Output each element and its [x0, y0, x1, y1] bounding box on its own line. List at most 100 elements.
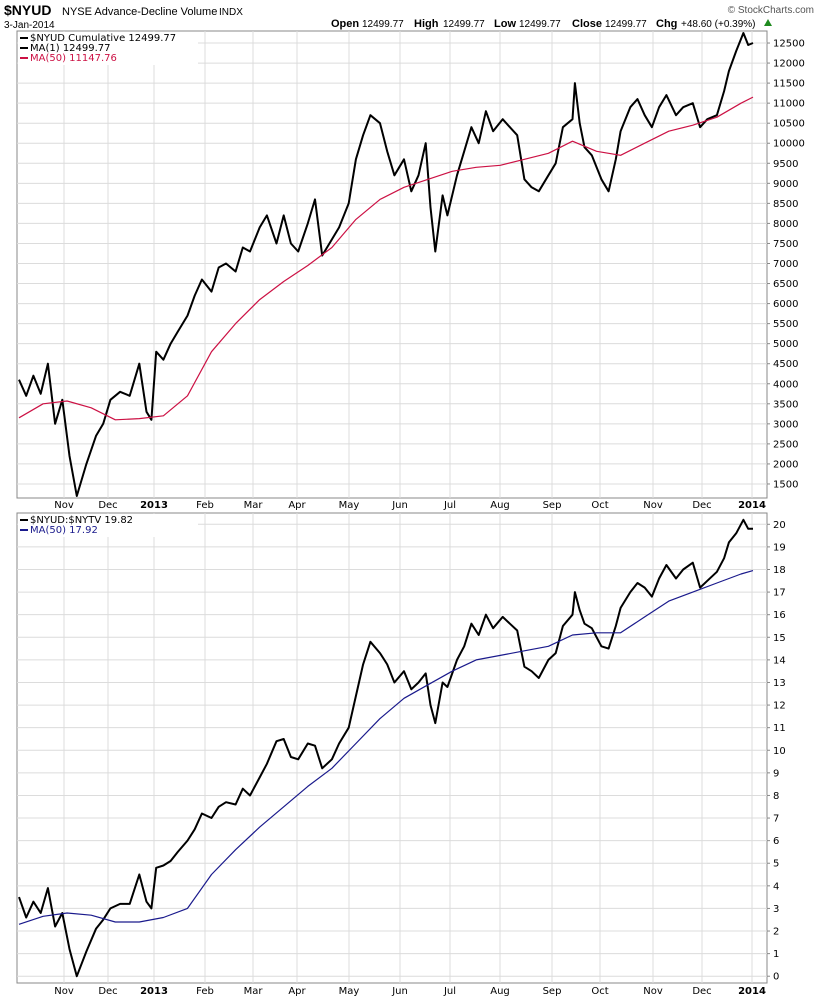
y-tick-label: 5	[773, 859, 779, 870]
y-tick-label: 4500	[773, 359, 798, 370]
bottom-panel-frame	[16, 512, 768, 984]
y-tick-label: 3500	[773, 399, 798, 410]
y-tick-label: 2000	[773, 459, 798, 470]
price-line	[18, 32, 754, 497]
x-tick-label: 2013	[140, 986, 168, 997]
chg-label: Chg	[656, 18, 677, 30]
y-tick-label: 1	[773, 949, 779, 960]
y-tick-label: 12500	[773, 39, 805, 50]
y-tick-label: 18	[773, 565, 786, 576]
y-tick-label: 2	[773, 927, 779, 938]
low-value: 12499.77	[519, 19, 561, 30]
y-tick-label: 5000	[773, 339, 798, 350]
top-panel-frame	[16, 30, 768, 499]
y-tick-label: 6	[773, 836, 779, 847]
y-tick-label: 9000	[773, 179, 798, 190]
y-tick-label: 3000	[773, 419, 798, 430]
legend-label: MA(1) 12499.77	[30, 43, 111, 54]
x-tick-label: Jul	[443, 500, 456, 511]
x-tick-label: Dec	[692, 986, 711, 997]
y-tick-label: 5500	[773, 319, 798, 330]
y-tick-label: 9	[773, 768, 779, 779]
x-tick-label: Dec	[98, 500, 117, 511]
x-tick-label: Jul	[443, 986, 456, 997]
y-tick-label: 6500	[773, 279, 798, 290]
y-tick-label: 11000	[773, 99, 805, 110]
y-tick-label: 11	[773, 723, 786, 734]
x-tick-label: May	[339, 986, 360, 997]
legend-background	[18, 32, 198, 65]
y-tick-label: 7	[773, 814, 779, 825]
moving-average-line	[18, 96, 754, 421]
x-tick-label: Jun	[391, 500, 408, 511]
high-value: 12499.77	[443, 19, 485, 30]
y-tick-label: 10	[773, 746, 786, 757]
legend-label: MA(50) 17.92	[30, 525, 98, 536]
x-tick-label: Dec	[98, 986, 117, 997]
x-tick-label: 2013	[140, 500, 168, 511]
x-tick-label: Sep	[543, 986, 562, 997]
top-x-axis: Nov Dec 2013 Feb Mar Apr May Jun Jul Aug Sep Oct Nov…	[54, 500, 766, 511]
legend-label: $NYUD:$NYTV 19.82	[30, 515, 133, 526]
y-tick-label: 16	[773, 610, 786, 621]
x-tick-label: Mar	[244, 500, 264, 511]
legend-label: $NYUD Cumulative 12499.77	[30, 33, 176, 44]
y-tick-label: 4000	[773, 379, 798, 390]
x-tick-label: Mar	[244, 986, 264, 997]
exchange-label: INDX	[219, 7, 243, 18]
y-tick-label: 1500	[773, 479, 798, 490]
x-tick-label: Nov	[643, 986, 663, 997]
y-tick-label: 6000	[773, 299, 798, 310]
y-tick-label: 17	[773, 588, 786, 599]
x-tick-label: Sep	[543, 500, 562, 511]
y-tick-label: 0	[773, 972, 779, 983]
y-tick-label: 2500	[773, 439, 798, 450]
y-tick-label: 15	[773, 633, 786, 644]
top-y-axis: 1500 2000 2500 3000 3500 4000 4500 5000 5500 6000…	[767, 39, 805, 490]
x-tick-label: Nov	[643, 500, 663, 511]
y-tick-label: 8500	[773, 199, 798, 210]
y-tick-label: 20	[773, 520, 786, 531]
close-value: 12499.77	[605, 19, 647, 30]
x-tick-label: Jun	[391, 986, 408, 997]
x-tick-label: Apr	[288, 986, 306, 997]
x-tick-label: Aug	[490, 500, 510, 511]
open-value: 12499.77	[362, 19, 404, 30]
brand-watermark: © StockCharts.com	[728, 5, 814, 16]
x-tick-label: 2014	[738, 986, 766, 997]
y-tick-label: 4	[773, 881, 779, 892]
y-tick-label: 8000	[773, 219, 798, 230]
y-tick-label: 10500	[773, 119, 805, 130]
low-label: Low	[494, 18, 516, 30]
instrument-name: NYSE Advance-Decline Volume	[62, 6, 217, 18]
y-tick-label: 19	[773, 542, 786, 553]
y-tick-label: 12000	[773, 59, 805, 70]
y-tick-label: 7000	[773, 259, 798, 270]
chg-value: +48.60 (+0.39%)	[681, 19, 756, 30]
bottom-series-group	[18, 518, 754, 978]
y-tick-label: 7500	[773, 239, 798, 250]
x-tick-label: 2014	[738, 500, 766, 511]
x-tick-label: Oct	[591, 500, 608, 511]
y-tick-label: 3	[773, 904, 779, 915]
open-label: Open	[331, 18, 359, 30]
x-tick-label: Nov	[54, 500, 74, 511]
symbol-label: $NYUD	[4, 2, 51, 18]
x-tick-label: Oct	[591, 986, 608, 997]
quote-date: 3-Jan-2014	[4, 20, 55, 31]
bottom-gridlines	[17, 513, 767, 983]
top-series-group	[18, 32, 754, 497]
x-tick-label: Feb	[196, 986, 214, 997]
legend-label: MA(50) 11147.76	[30, 53, 117, 64]
high-label: High	[414, 18, 439, 30]
y-tick-label: 8	[773, 791, 779, 802]
y-tick-label: 14	[773, 655, 786, 666]
triangle-up-icon	[764, 19, 772, 26]
x-tick-label: Apr	[288, 500, 306, 511]
x-tick-label: Feb	[196, 500, 214, 511]
y-tick-label: 13	[773, 678, 786, 689]
